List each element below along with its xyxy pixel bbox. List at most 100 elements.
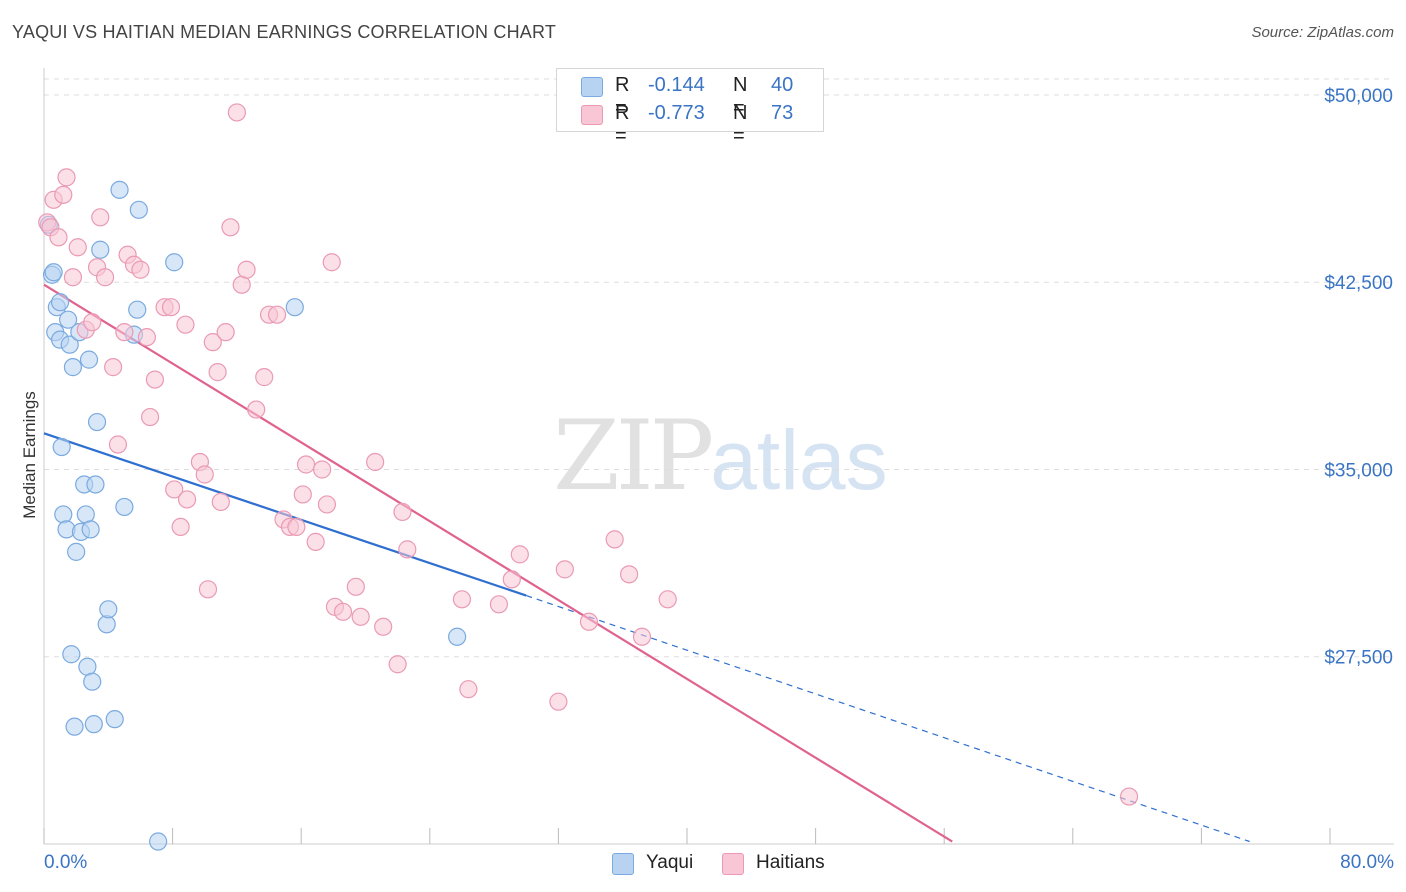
yaqui-point <box>84 715 103 734</box>
haitian-point <box>54 185 73 204</box>
yaqui-point <box>129 200 148 219</box>
haitian-point <box>140 407 160 427</box>
yaqui-point <box>54 505 73 524</box>
yaqui-point <box>448 627 467 646</box>
yaqui-point <box>78 657 97 676</box>
haitian-point <box>452 590 472 609</box>
yaqui-point <box>59 310 78 329</box>
haitian-point <box>131 260 150 279</box>
watermark-zip: ZIP <box>553 400 714 512</box>
haitian-point <box>333 602 353 621</box>
legend-label: Haitians <box>756 852 825 873</box>
haitian-point <box>104 358 123 377</box>
haitian-point <box>267 305 287 324</box>
yaqui-point <box>128 300 147 319</box>
source-label: Source: ZipAtlas.com <box>1251 24 1394 41</box>
haitian-point <box>255 368 274 387</box>
haitian-point <box>145 370 165 389</box>
haitian-point <box>177 490 197 509</box>
haitian-point <box>346 577 365 596</box>
haitian-point <box>137 328 156 347</box>
haitian-point <box>115 323 134 342</box>
haitian-point <box>322 253 341 272</box>
yaqui-point <box>44 263 63 282</box>
yaqui-point <box>115 497 134 517</box>
yaqui-swatch <box>612 853 634 875</box>
gridlines <box>44 78 1394 658</box>
r-value: -0.144 <box>648 74 705 96</box>
yaqui-point <box>86 475 105 494</box>
haitian-point <box>388 655 407 674</box>
haitian-point <box>510 545 529 564</box>
haitian-point <box>57 168 76 187</box>
haitian-swatch <box>722 853 744 875</box>
watermark-atlas: atlas <box>710 413 888 507</box>
haitian-point <box>211 492 230 512</box>
haitian-point <box>489 595 509 614</box>
watermark: ZIPatlas <box>553 400 888 512</box>
haitian-point <box>393 502 412 522</box>
yaqui-point <box>105 710 124 729</box>
haitian-point <box>161 298 181 317</box>
haitian-point <box>68 238 87 257</box>
haitian-point <box>237 260 256 279</box>
axes <box>43 68 1394 845</box>
haitian-point <box>203 333 222 352</box>
yaqui-swatch <box>581 77 603 97</box>
yaqui-point <box>67 542 86 561</box>
haitian-point <box>176 315 195 334</box>
haitian-point <box>227 103 246 122</box>
yaqui-point <box>97 615 116 634</box>
haitian-point <box>605 530 624 549</box>
haitian-point <box>296 455 316 474</box>
yaqui-point <box>65 717 84 736</box>
y-axis-title: Median Earnings <box>20 391 39 519</box>
yaqui-point <box>52 437 71 457</box>
n-label: N = <box>733 102 748 147</box>
x-max-label: 80.0% <box>1340 852 1394 873</box>
n-value: 73 <box>771 102 794 124</box>
haitian-point <box>1119 787 1139 806</box>
haitian-point <box>91 208 110 227</box>
haitian-point <box>83 313 102 332</box>
haitian-point <box>171 517 190 537</box>
r-label: R = <box>615 102 630 147</box>
haitian-point <box>221 218 240 237</box>
yaqui-point <box>285 298 304 317</box>
haitian-point <box>555 560 574 579</box>
haitian-point <box>198 580 218 599</box>
haitian-point <box>312 460 332 479</box>
haitian-point <box>374 617 393 636</box>
yaqui-point <box>81 520 100 539</box>
yaqui-point <box>76 505 95 524</box>
haitian-point <box>351 607 370 626</box>
haitian-point <box>195 465 214 484</box>
haitian-point <box>208 363 227 382</box>
haitian-point <box>502 570 521 589</box>
haitian-swatch <box>581 105 603 125</box>
yaqui-point <box>60 335 79 354</box>
y-tick-label: $42,500 <box>1324 273 1393 294</box>
r-value: -0.773 <box>648 102 705 124</box>
yaqui-point <box>165 253 184 272</box>
yaqui-point <box>62 645 81 664</box>
haitian-point <box>293 485 312 504</box>
yaqui-point <box>110 180 129 199</box>
yaqui-point <box>149 832 168 851</box>
n-value: 40 <box>771 74 794 96</box>
data-points <box>38 103 1139 851</box>
yaqui-point <box>91 240 110 259</box>
yaqui-point <box>79 350 99 369</box>
yaqui-point <box>87 412 107 432</box>
y-tick-label: $50,000 <box>1324 86 1393 107</box>
haitian-trend-line <box>43 283 953 843</box>
haitian-point <box>317 495 337 514</box>
haitian-point <box>632 627 652 646</box>
yaqui-point <box>99 600 118 619</box>
y-tick-labels: $27,500 $35,000 $42,500 $50,000 <box>1324 86 1393 669</box>
haitian-point <box>620 565 639 584</box>
haitian-point <box>306 532 325 551</box>
y-tick-label: $35,000 <box>1324 460 1393 481</box>
haitian-point <box>247 400 266 419</box>
